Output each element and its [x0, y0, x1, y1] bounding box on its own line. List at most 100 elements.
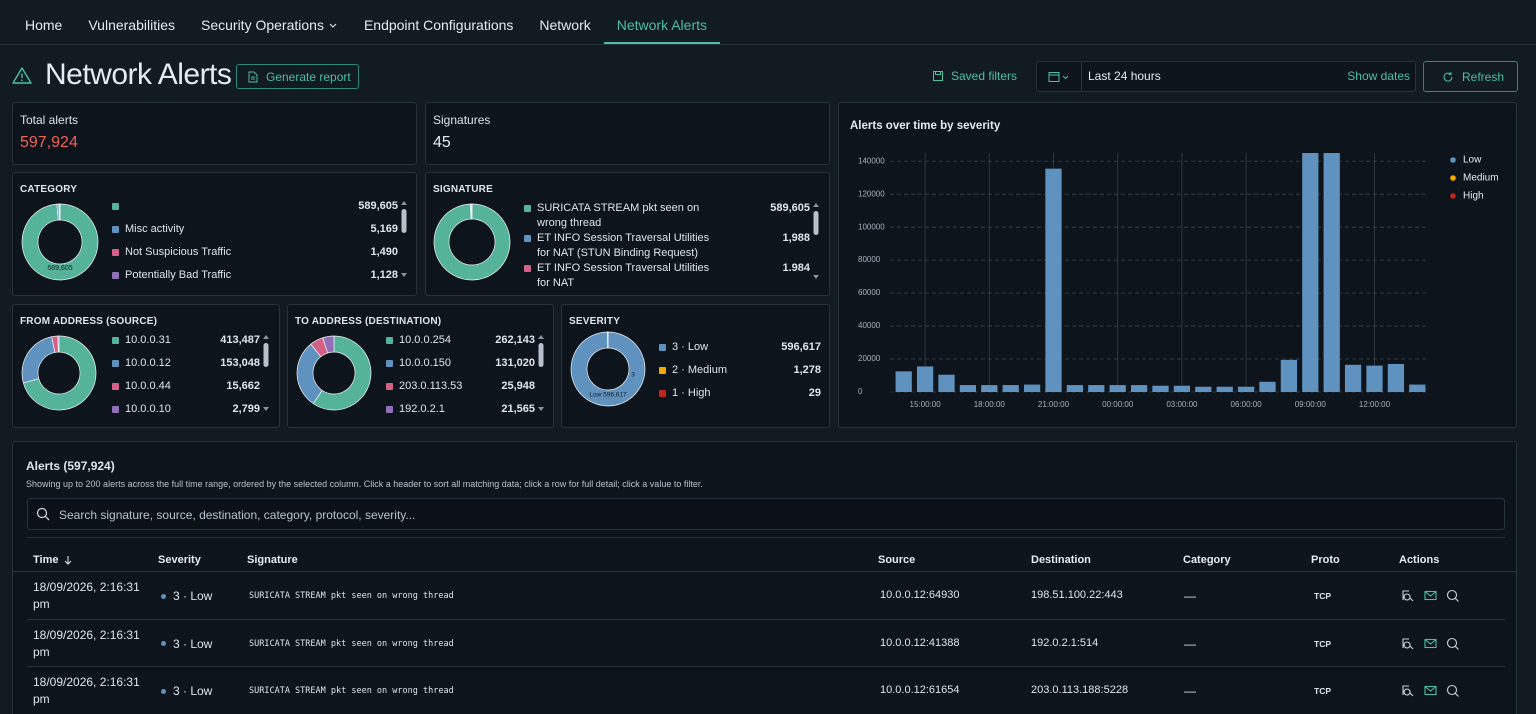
legend-swatch — [386, 406, 393, 413]
legend-name: 10.0.0.12 — [112, 356, 171, 371]
search-action[interactable] — [1446, 684, 1459, 697]
legend-name: 10.0.0.31 — [112, 333, 171, 348]
destination-cell[interactable]: 192.0.2.1:514 — [1031, 636, 1099, 649]
column-header[interactable]: Proto — [1311, 554, 1340, 566]
saved-filters-label: Saved filters — [951, 69, 1018, 83]
refresh-icon — [1443, 71, 1453, 82]
search-box[interactable]: Search signature, source, destination, c… — [27, 498, 1505, 530]
column-label: Destination — [1031, 554, 1091, 566]
column-header[interactable]: Source — [878, 554, 915, 566]
legend-item[interactable]: 1 · High 29 — [659, 386, 821, 409]
legend-item[interactable]: 3 · Low 596,617 — [659, 340, 821, 363]
warning-icon — [12, 67, 32, 84]
column-header[interactable]: Severity — [158, 554, 201, 566]
donut-slice — [21, 203, 99, 281]
donut-slice — [470, 203, 473, 220]
legend-label: 10.0.0.150 — [399, 357, 451, 369]
legend-item[interactable]: 10.0.0.150 131,020 — [386, 356, 535, 379]
legend-item[interactable]: 192.0.2.1 21,565 — [386, 402, 535, 425]
scrollbar — [813, 203, 819, 279]
legend-label: Medium — [1463, 173, 1499, 184]
source-cell[interactable]: 10.0.0.12:61654 — [880, 684, 960, 696]
scrollbar — [538, 335, 544, 411]
legend-value: 5,169 — [370, 223, 398, 235]
severity-cell: 3 · Low — [161, 684, 212, 698]
bar — [1152, 385, 1169, 392]
inspect-action[interactable] — [1402, 590, 1414, 602]
legend-item[interactable]: ET INFO Session Traversal Utilities for … — [524, 231, 810, 261]
column-header[interactable]: Category — [1183, 554, 1231, 566]
destination-cell[interactable]: 203.0.113.188:5228 — [1031, 684, 1129, 696]
nav-item[interactable]: Network — [526, 0, 603, 44]
destination-cell[interactable]: 198.51.100.22:443 — [1031, 589, 1123, 601]
scroll-up — [401, 201, 407, 205]
search-action[interactable] — [1446, 589, 1459, 602]
y-tick-label: 140000 — [858, 156, 885, 165]
signature-cell[interactable]: SURICATA STREAM pkt seen on wrong thread — [249, 686, 454, 696]
time-range[interactable]: Last 24 hours — [1088, 69, 1161, 83]
nav-item[interactable]: Endpoint Configurations — [351, 0, 526, 44]
legend-item[interactable]: Misc activity 5,169 — [112, 222, 398, 245]
source-cell[interactable]: 10.0.0.12:64930 — [880, 589, 960, 601]
legend-label: 10.0.0.254 — [399, 334, 451, 346]
inspect-action[interactable] — [1402, 637, 1414, 649]
signatures-card: Signatures 45 — [425, 102, 830, 165]
legend-item[interactable]: 10.0.0.254 262,143 — [386, 333, 535, 356]
sort-arrow — [65, 556, 72, 565]
column-header[interactable]: Time — [33, 554, 73, 566]
nav-label: Network — [539, 17, 591, 33]
signature-cell[interactable]: SURICATA STREAM pkt seen on wrong thread — [249, 591, 454, 601]
bar — [916, 366, 934, 392]
table-row[interactable]: 18/09/2026, 2:16:31 pm 3 · Low SURICATA ST… — [27, 667, 1505, 714]
legend-item[interactable]: Not Suspicious Traffic 1,490 — [112, 245, 398, 268]
legend-item[interactable]: 10.0.0.12 153,048 — [112, 356, 260, 379]
saved-filters-button[interactable]: Saved filters — [932, 69, 1017, 83]
column-header[interactable]: Destination — [1031, 554, 1091, 566]
bar — [1302, 153, 1319, 392]
legend-value: 1,988 — [782, 232, 810, 244]
nav-item[interactable]: Network Alerts — [603, 0, 720, 44]
calendar-button[interactable] — [1037, 62, 1082, 91]
legend-item[interactable]: 10.0.0.44 15,662 — [112, 379, 260, 402]
donut-slice — [312, 335, 372, 411]
table-row[interactable]: 18/09/2026, 2:16:31 pm 3 · Low SURICATA ST… — [27, 572, 1505, 620]
legend-item[interactable]: 10.0.0.31 413,487 — [112, 333, 260, 356]
nav-bar: Home Vulnerabilities Security Operations En… — [12, 0, 720, 44]
y-tick-label: 20000 — [858, 354, 881, 363]
legend-item[interactable]: ET INFO Session Traversal Utilities for … — [524, 261, 810, 291]
y-tick-label: 100000 — [858, 222, 885, 231]
search-icon — [1446, 684, 1458, 696]
nav-item[interactable]: Vulnerabilities — [75, 0, 188, 44]
inspect-action[interactable] — [1402, 685, 1414, 697]
refresh-button[interactable]: Refresh — [1423, 61, 1518, 92]
nav-item[interactable]: Security Operations — [188, 0, 351, 44]
legend-item[interactable]: 589,605 — [112, 199, 398, 222]
column-header[interactable]: Actions — [1399, 554, 1439, 566]
show-dates-link[interactable]: Show dates — [1347, 69, 1410, 83]
legend-item[interactable]: 2 · Medium 1,278 — [659, 363, 821, 386]
legend-label: Misc activity — [125, 223, 185, 235]
mail-action[interactable] — [1424, 590, 1437, 601]
legend-item[interactable]: 203.0.113.53 25,948 — [386, 379, 535, 402]
source-cell[interactable]: 10.0.0.12:41388 — [880, 636, 960, 649]
y-tick-label: 80000 — [858, 255, 881, 264]
sort-icon — [65, 556, 72, 565]
legend-item[interactable]: SURICATA STREAM pkt seen on wrong thread… — [524, 201, 810, 231]
legend-name: 10.0.0.150 — [386, 356, 451, 371]
mail-action[interactable] — [1424, 685, 1437, 696]
legend-label: SURICATA STREAM pkt seen on wrong thread — [537, 202, 700, 229]
legend-value: 589,605 — [358, 200, 398, 212]
x-tick-label: 03:00:00 — [1166, 400, 1198, 409]
legend-item[interactable]: 10.0.0.10 2,799 — [112, 402, 260, 425]
legend-value: 1.984 — [782, 262, 810, 274]
search-action[interactable] — [1446, 637, 1459, 650]
legend: SURICATA STREAM pkt seen on wrong thread… — [524, 201, 810, 292]
legend-name: Potentially Bad Traffic — [112, 268, 231, 283]
generate-report-button[interactable]: Generate report — [236, 64, 359, 89]
legend-item[interactable]: Potentially Bad Traffic 1,128 — [112, 268, 398, 291]
table-row[interactable]: 18/09/2026, 2:16:31 pm 3 · Low SURICATA ST… — [27, 620, 1505, 667]
column-header[interactable]: Signature — [247, 554, 298, 566]
nav-item[interactable]: Home — [12, 0, 75, 44]
mail-action[interactable] — [1424, 638, 1437, 648]
signature-cell[interactable]: SURICATA STREAM pkt seen on wrong thread — [249, 638, 454, 649]
